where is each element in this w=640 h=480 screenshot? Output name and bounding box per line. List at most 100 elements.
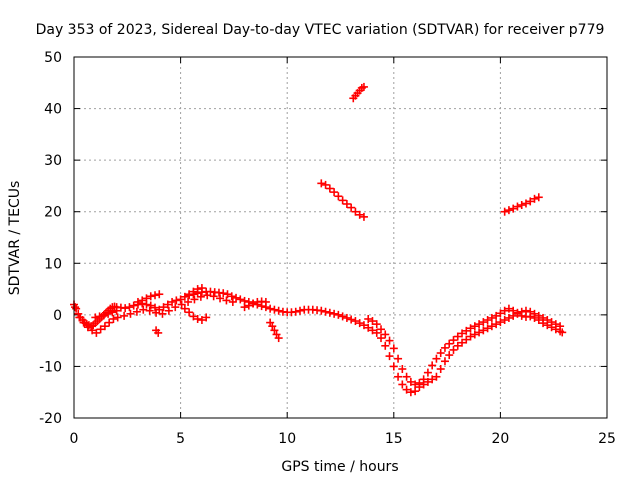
data-point [419, 375, 428, 384]
data-point [385, 336, 394, 345]
data-point [155, 290, 164, 299]
data-point [197, 284, 206, 293]
data-point [449, 336, 458, 345]
data-point [462, 326, 471, 335]
data-point [530, 194, 539, 203]
data-point [547, 323, 556, 332]
data-point [96, 325, 105, 334]
x-axis-label: GPS time / hours [281, 459, 398, 475]
data-point [496, 318, 505, 327]
data-point [291, 307, 300, 316]
data-point [216, 294, 225, 303]
data-point [359, 321, 368, 330]
data-point [163, 300, 172, 309]
data-point [492, 311, 501, 320]
data-point [389, 362, 398, 371]
data-point [411, 387, 420, 396]
data-point [249, 299, 258, 308]
data-point [440, 343, 449, 352]
data-point [193, 285, 202, 294]
data-point [330, 309, 339, 318]
data-point [398, 380, 407, 389]
data-point [184, 297, 193, 306]
data-point [436, 349, 445, 358]
data-point [177, 300, 186, 309]
data-point [95, 312, 104, 321]
data-point [321, 180, 330, 189]
data-point [406, 388, 415, 397]
data-point [462, 335, 471, 344]
data-point [330, 188, 339, 197]
data-point [347, 203, 356, 212]
data-point [432, 354, 441, 363]
data-point [158, 309, 167, 318]
data-point [500, 306, 509, 315]
data-point [372, 320, 381, 329]
data-point [500, 207, 509, 216]
y-tick-label: 20 [44, 205, 62, 221]
data-point [236, 295, 245, 304]
data-point [394, 354, 403, 363]
data-point [132, 307, 141, 316]
data-point [176, 295, 185, 304]
data-point [355, 210, 364, 219]
y-tick-label: -10 [39, 359, 62, 375]
data-point [436, 365, 445, 374]
data-point [268, 322, 277, 331]
data-point [180, 304, 189, 313]
x-tick-label: 5 [176, 431, 185, 447]
data-point [411, 380, 420, 389]
data-point [203, 291, 212, 300]
data-point [513, 308, 522, 317]
data-point [517, 201, 526, 210]
data-point [75, 313, 84, 322]
data-point [402, 385, 411, 394]
data-point [551, 325, 560, 334]
data-point [152, 308, 161, 317]
data-point [109, 314, 118, 323]
x-tick-label: 0 [70, 431, 79, 447]
data-point [445, 351, 454, 360]
data-point [470, 330, 479, 339]
data-point [385, 352, 394, 361]
data-point [466, 324, 475, 333]
data-point [500, 316, 509, 325]
data-point [338, 312, 347, 321]
data-point [458, 329, 467, 338]
data-point [355, 319, 364, 328]
data-point [458, 338, 467, 347]
data-point [83, 323, 92, 332]
data-point [145, 306, 154, 315]
y-tick-label: -20 [39, 411, 62, 427]
data-point [142, 294, 151, 303]
data-point [496, 309, 505, 318]
data-point [92, 328, 101, 337]
data-point [351, 207, 360, 216]
data-point [261, 297, 270, 306]
y-axis-label: SDTVAR / TECUs [7, 181, 23, 296]
data-point [266, 304, 275, 313]
data-point [126, 309, 135, 318]
data-point [274, 334, 283, 343]
data-point [125, 303, 134, 312]
x-tick-label: 15 [385, 431, 403, 447]
data-point [274, 306, 283, 315]
y-tick-label: 30 [44, 153, 62, 169]
data-point [513, 202, 522, 211]
data-point [342, 313, 351, 322]
data-point [79, 318, 88, 327]
data-point [492, 320, 501, 329]
data-point [232, 293, 241, 302]
data-point [159, 303, 168, 312]
data-point [317, 179, 326, 188]
data-point [521, 199, 530, 208]
data-point [504, 304, 513, 313]
data-point [196, 292, 205, 301]
data-point [133, 297, 142, 306]
data-point [364, 314, 373, 323]
data-point [171, 303, 180, 312]
data-point [325, 308, 334, 317]
data-point [517, 311, 526, 320]
data-point [91, 313, 100, 322]
data-point [487, 313, 496, 322]
